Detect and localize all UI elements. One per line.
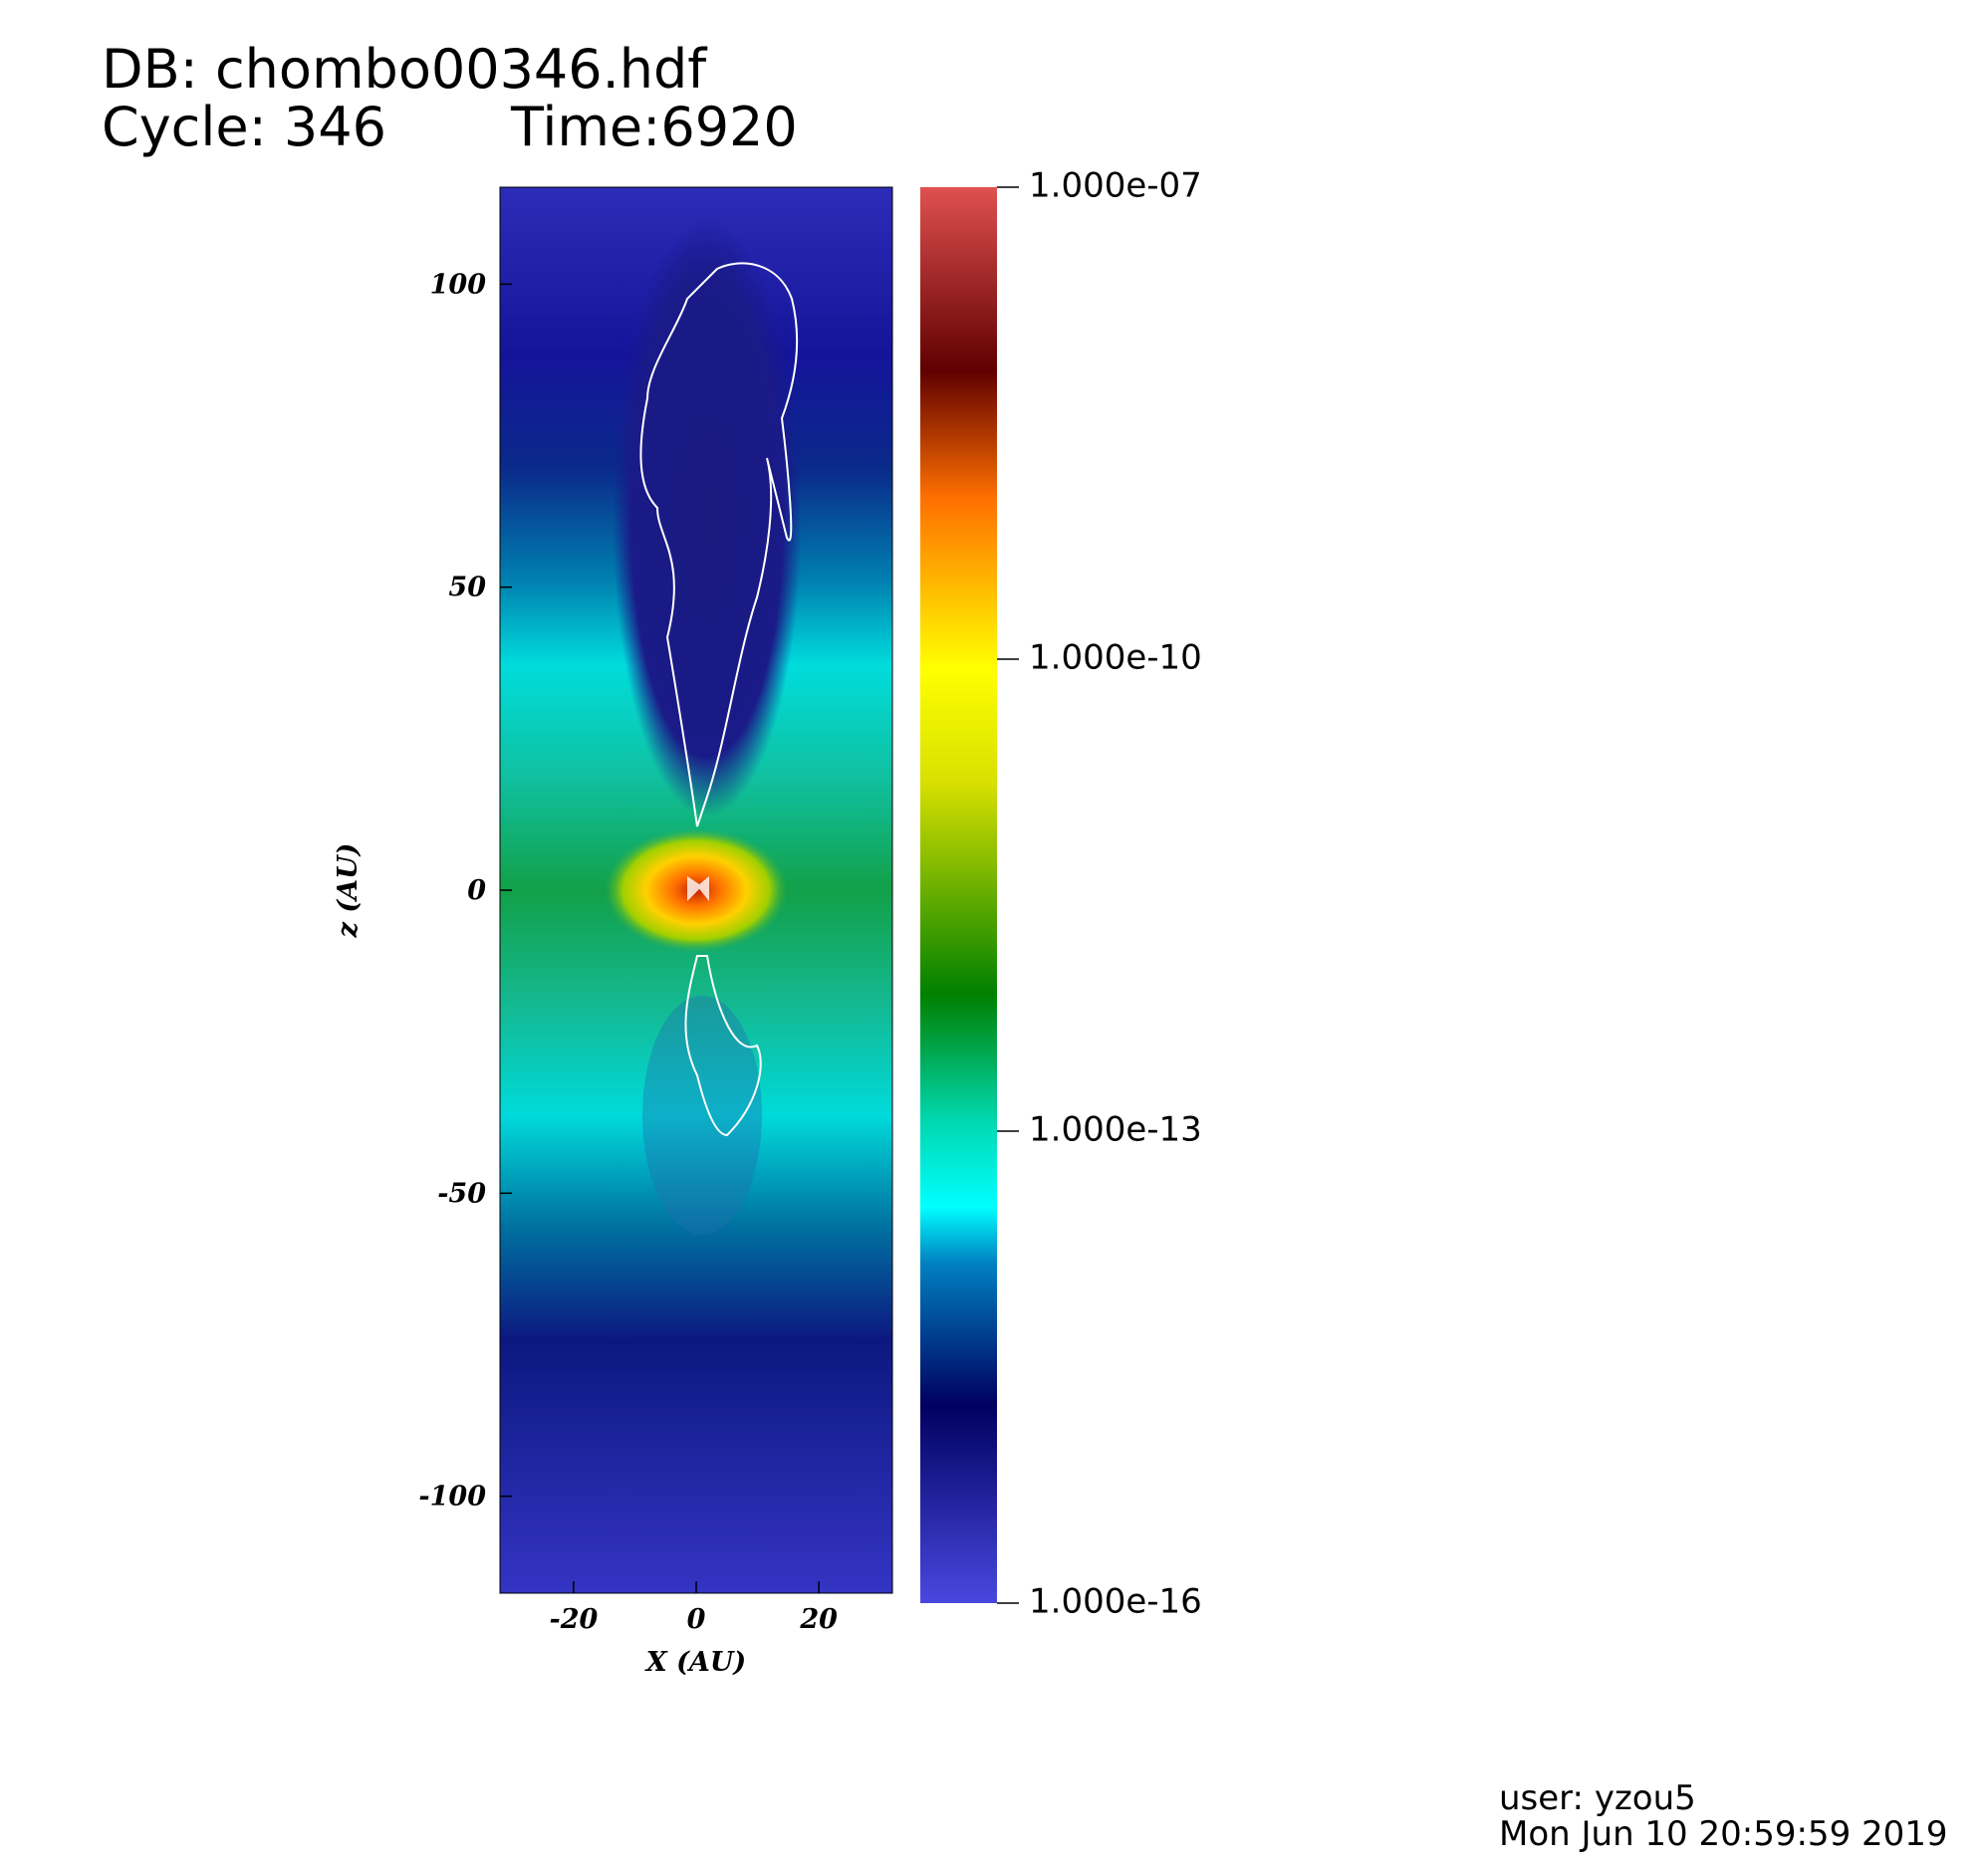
colorbar-tick-label: 1.000e-16 (1029, 1582, 1202, 1622)
colorbar-tick-label: 1.000e-10 (1029, 638, 1202, 678)
colorbar (920, 187, 997, 1603)
time-label: Time:6920 (510, 96, 798, 158)
pseudocolor-field (500, 187, 892, 1593)
y-tick-label: 100 (430, 269, 487, 300)
x-tick-label: 0 (687, 1604, 706, 1635)
y-tick-label: -100 (418, 1482, 486, 1513)
x-tick-label: 20 (799, 1604, 838, 1635)
colorbar-tick-label: 1.000e-07 (1029, 166, 1202, 206)
y-tick-label: 0 (467, 875, 486, 906)
x-tick-label: -20 (549, 1604, 598, 1635)
colorbar-tick-label: 1.000e-13 (1029, 1110, 1202, 1150)
y-tick-label: -50 (437, 1178, 486, 1209)
date-label: Mon Jun 10 20:59:59 2019 (1499, 1814, 1948, 1854)
y-tick-label: 50 (448, 573, 486, 603)
cycle-label: Cycle: 346 (102, 96, 386, 158)
y-axis-label: z (AU) (333, 843, 364, 939)
x-axis-label: X (AU) (644, 1647, 746, 1678)
title: DB: chombo00346.hdf (102, 38, 708, 101)
user-label: user: yzou5 (1499, 1778, 1696, 1818)
